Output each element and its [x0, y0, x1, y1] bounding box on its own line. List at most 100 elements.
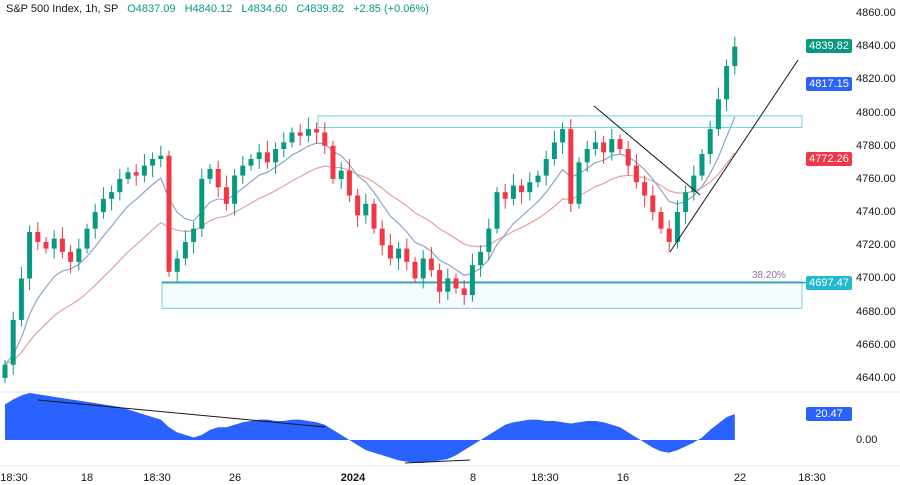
candle-body [715, 99, 721, 130]
candle-body [535, 175, 541, 183]
price-tick-label: 4840.00 [856, 40, 896, 53]
candle-body [576, 162, 582, 204]
candle-body [281, 142, 287, 150]
candle-body [371, 203, 377, 229]
price-tick-label: 4760.00 [856, 172, 896, 185]
candle-body [330, 145, 336, 179]
candle-body [215, 168, 221, 188]
candle-body [174, 258, 180, 272]
oscillator-trendline [37, 399, 326, 428]
candle-body [486, 228, 492, 252]
candle-body [412, 261, 418, 279]
price-tag: 4839.82 [806, 39, 852, 54]
candle-body [724, 66, 730, 100]
candle-body [478, 251, 484, 266]
price-tick-label: 4820.00 [856, 73, 896, 86]
low-value: L4834.60 [241, 3, 288, 15]
candle-body [223, 187, 229, 204]
candle-body [420, 258, 426, 279]
time-tick-label: 18:30 [0, 472, 28, 484]
candle-body [355, 195, 361, 216]
price-tick-label: 4740.00 [856, 206, 896, 219]
candle-body [453, 278, 459, 289]
candle-body [158, 155, 164, 159]
oscillator-area [5, 393, 735, 463]
candle-body [543, 158, 549, 176]
price-tick-label: 4660.00 [856, 338, 896, 351]
candle-body [707, 129, 713, 155]
time-tick-label: 8 [469, 472, 477, 484]
candle-body [248, 158, 254, 166]
candle-body [625, 149, 631, 166]
support-resistance-zone [161, 281, 803, 309]
candle-body [404, 248, 410, 262]
price-tick-label: 4720.00 [856, 239, 896, 252]
candle-body [437, 270, 443, 292]
candle-body [43, 241, 49, 249]
trendline-ascending [669, 59, 799, 253]
oscillator-value-tag: 20.47 [806, 407, 852, 421]
candle-body [2, 364, 8, 378]
candle-body [166, 155, 172, 272]
candle-body [338, 170, 344, 179]
candle-body [584, 149, 590, 163]
price-tick-label: 4800.00 [856, 106, 896, 119]
candle-body [207, 168, 213, 179]
price-tick-label: 4680.00 [856, 305, 896, 318]
ma-slow-line [4, 152, 736, 366]
price-tick-label: 4780.00 [856, 139, 896, 152]
candle-body [182, 241, 188, 259]
candle-body [10, 319, 16, 365]
candle-body [191, 228, 197, 242]
time-tick-label: 18:30 [531, 472, 559, 484]
support-resistance-zone [317, 115, 803, 128]
candle-body [84, 228, 90, 249]
candle-body [568, 129, 574, 204]
price-tick-label: 4860.00 [856, 7, 896, 19]
oscillator-zero-label: 0.00 [856, 434, 878, 446]
open-value: O4837.09 [127, 3, 176, 15]
change-value: +2.85 (+0.06%) [353, 3, 429, 15]
candle-body [650, 195, 656, 213]
candle-body [346, 170, 352, 196]
candle-body [609, 139, 615, 153]
candle-body [510, 185, 516, 199]
time-tick-label: 18 [80, 472, 94, 484]
candle-body [461, 288, 467, 296]
candle-body [617, 139, 623, 150]
candle-body [199, 178, 205, 229]
time-tick-label: 18:30 [143, 472, 171, 484]
candle-body [666, 228, 672, 242]
candle-body [551, 142, 557, 159]
candle-body [527, 182, 533, 193]
candle-body [633, 165, 639, 183]
candle-body [674, 212, 680, 242]
candle-body [240, 165, 246, 176]
candle-body [469, 265, 475, 296]
candle-body [396, 248, 402, 259]
candle-body [314, 129, 320, 133]
candle-body [150, 158, 156, 166]
candle-body [699, 154, 705, 176]
candle-body [256, 152, 262, 159]
candle-body [273, 149, 279, 163]
fib-level-label: 38.20% [752, 269, 786, 281]
candle-body [642, 182, 648, 196]
candle-body [502, 192, 508, 199]
candle-body [601, 142, 607, 153]
trendline-descending [593, 105, 701, 196]
candle-body [428, 258, 434, 271]
time-tick-label: 16 [616, 472, 630, 484]
candle-body [494, 192, 500, 229]
candle-body [18, 278, 24, 320]
candle-body [232, 175, 238, 204]
candle-body [133, 172, 139, 176]
price-tag: 4817.15 [806, 77, 852, 92]
candle-body [322, 132, 328, 146]
candle-body [100, 198, 106, 213]
oscillator-trendline [404, 459, 471, 464]
price-tick-label: 4700.00 [856, 272, 896, 285]
chart-legend: S&P 500 Index, 1h, SP O4837.09 H4840.12 … [6, 3, 429, 15]
time-tick-label: 22 [733, 472, 747, 484]
